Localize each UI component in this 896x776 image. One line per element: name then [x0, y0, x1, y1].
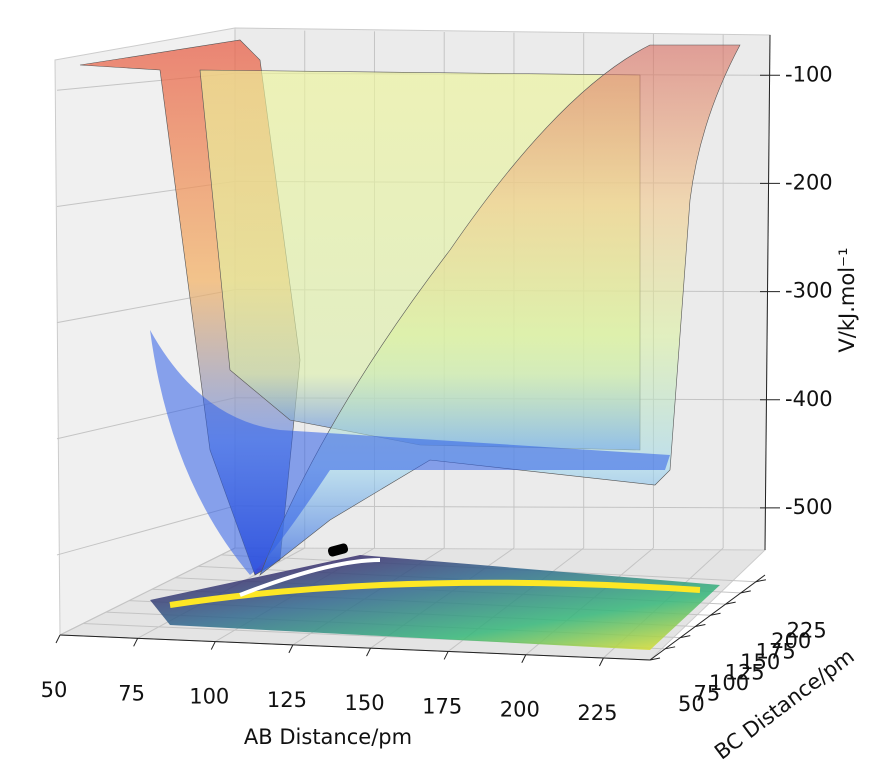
y-tick — [649, 657, 661, 661]
trajectory — [327, 543, 349, 557]
contour-floor — [150, 555, 720, 650]
surface-valley — [150, 330, 670, 575]
grid-line — [56, 505, 236, 556]
x-tick-label: 100 — [189, 685, 229, 709]
x-tick — [210, 641, 216, 650]
grid-line — [59, 547, 236, 636]
x-tick-label: 150 — [344, 691, 384, 715]
z-tick-label: -200 — [785, 170, 833, 194]
x-tick — [55, 634, 61, 644]
x-tick — [288, 644, 294, 654]
y-axis-line — [649, 574, 766, 661]
y-tick — [740, 590, 751, 594]
y-tick — [710, 612, 721, 616]
x-axis-line — [59, 634, 651, 661]
x-tick-label: 225 — [577, 701, 617, 725]
contour — [239, 558, 381, 597]
z-axis-line — [764, 34, 771, 551]
y-tick — [725, 601, 736, 605]
y-tick — [680, 635, 691, 639]
y-tick-label: 150 — [740, 650, 780, 674]
y-tick-label: 125 — [725, 660, 765, 684]
y-tick-label: 100 — [709, 671, 749, 695]
x-tick-label: 175 — [422, 694, 462, 718]
z-tick-label: -400 — [785, 387, 833, 411]
z-tick-label: -100 — [785, 62, 833, 86]
z-tick-label: -300 — [785, 279, 833, 303]
x-tick — [366, 647, 371, 657]
surface — [79, 39, 741, 650]
x-tick-label: 50 — [41, 678, 68, 702]
y-tick-label: 175 — [756, 639, 796, 663]
x-tick — [443, 651, 449, 660]
y-tick-label: 75 — [694, 681, 721, 705]
y-tick — [665, 646, 676, 650]
y-tick-label: 50 — [678, 692, 705, 716]
x-axis-label: AB Distance/pm — [244, 725, 412, 749]
y-tick — [695, 623, 706, 627]
x-tick — [598, 657, 604, 667]
axes — [59, 34, 771, 661]
x-tick — [521, 654, 527, 663]
contour — [169, 579, 701, 608]
x-tick-label: 200 — [500, 698, 540, 722]
z-axis-label: V/kJ.mol⁻¹ — [835, 247, 859, 352]
x-tick-label: 125 — [267, 688, 307, 712]
z-tick-label: -500 — [785, 495, 833, 519]
x-tick-label: 75 — [118, 681, 145, 705]
y-tick — [755, 579, 767, 583]
y-tick-label: 225 — [787, 618, 827, 642]
x-tick — [133, 638, 139, 647]
y-tick-label: 200 — [771, 629, 811, 653]
